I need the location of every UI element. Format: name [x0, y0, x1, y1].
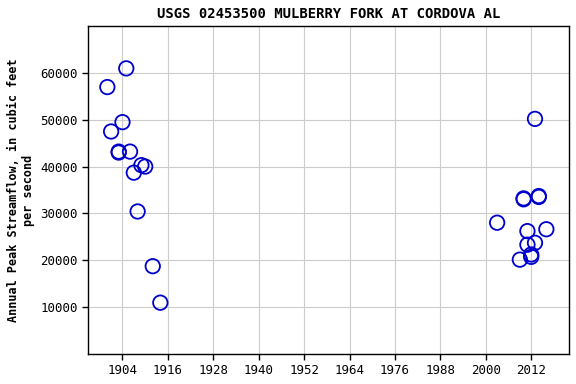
Point: [156, 300, 165, 306]
Point: [530, 116, 540, 122]
Y-axis label: Annual Peak Streamflow, in cubic feet
per second: Annual Peak Streamflow, in cubic feet pe…: [7, 58, 35, 322]
Point: [129, 170, 138, 176]
Point: [148, 263, 157, 269]
Point: [526, 254, 536, 260]
Point: [530, 240, 540, 246]
Point: [137, 162, 146, 168]
Point: [534, 194, 543, 200]
Point: [519, 196, 528, 202]
Point: [516, 257, 525, 263]
Point: [118, 119, 127, 125]
Point: [542, 226, 551, 232]
Point: [114, 149, 123, 155]
Point: [141, 164, 150, 170]
Point: [122, 65, 131, 71]
Point: [126, 149, 135, 155]
Point: [103, 84, 112, 90]
Point: [107, 128, 116, 134]
Point: [133, 209, 142, 215]
Point: [519, 195, 528, 202]
Point: [523, 242, 532, 248]
Point: [526, 252, 536, 258]
Title: USGS 02453500 MULBERRY FORK AT CORDOVA AL: USGS 02453500 MULBERRY FORK AT CORDOVA A…: [157, 7, 501, 21]
Point: [492, 220, 502, 226]
Point: [114, 149, 123, 156]
Point: [523, 228, 532, 234]
Point: [534, 193, 543, 199]
